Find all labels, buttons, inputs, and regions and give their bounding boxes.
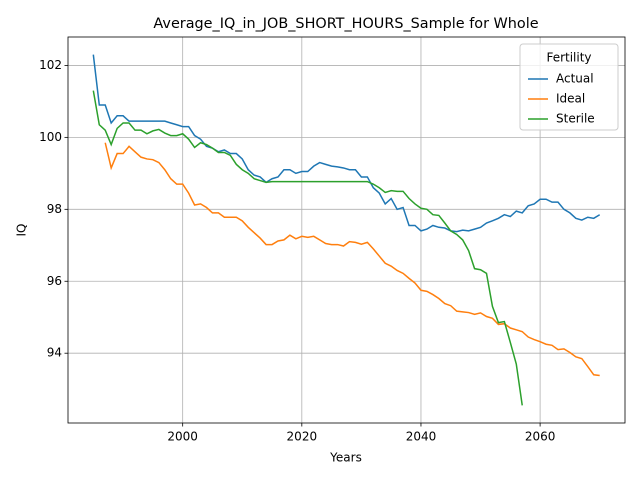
x-axis-label: Years bbox=[329, 451, 362, 465]
legend-label: Actual bbox=[556, 72, 594, 86]
legend-box bbox=[519, 43, 619, 131]
y-tick-label: 94 bbox=[47, 346, 62, 360]
plot-frame bbox=[67, 36, 626, 424]
y-tick-label: 96 bbox=[47, 274, 62, 288]
y-tick-label: 98 bbox=[47, 202, 62, 216]
legend-label: Sterile bbox=[556, 112, 595, 126]
y-tick-label: 100 bbox=[39, 130, 62, 144]
y-axis-label: IQ bbox=[15, 224, 29, 237]
x-tick-label: 2060 bbox=[525, 430, 556, 444]
series-line bbox=[104, 142, 600, 377]
series-line bbox=[92, 54, 601, 233]
chart-title: Average_IQ_in_JOB_SHORT_HOURS_Sample for… bbox=[153, 16, 538, 32]
x-tick-label: 2000 bbox=[167, 430, 198, 444]
y-tick-label: 102 bbox=[39, 58, 62, 72]
x-tick-label: 2020 bbox=[287, 430, 318, 444]
series-line bbox=[92, 90, 523, 406]
x-tick-label: 2040 bbox=[406, 430, 437, 444]
legend-label: Ideal bbox=[556, 92, 585, 106]
legend-title: Fertility bbox=[546, 51, 591, 65]
